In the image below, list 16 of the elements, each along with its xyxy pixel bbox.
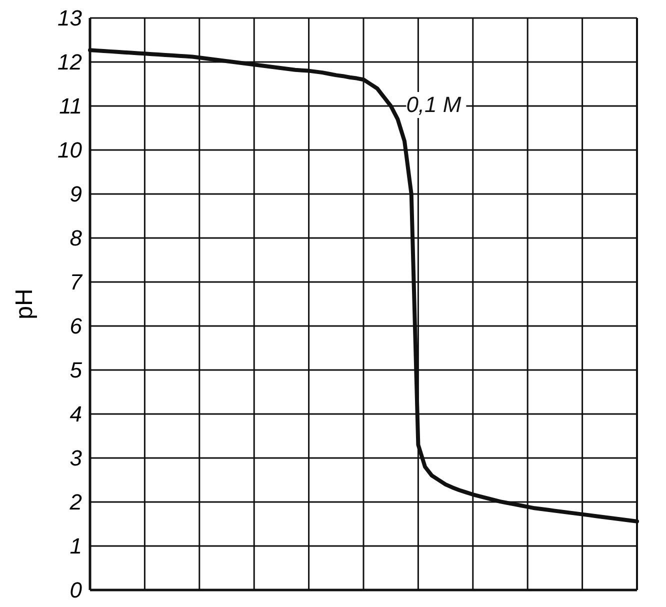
y-tick-label: 13	[58, 6, 83, 31]
y-tick-label: 4	[70, 402, 82, 427]
y-tick-label: 12	[58, 50, 82, 75]
y-tick-label: 5	[70, 358, 83, 383]
y-tick-label: 6	[70, 314, 83, 339]
y-tick-label: 9	[70, 182, 82, 207]
y-tick-label: 7	[70, 270, 83, 295]
y-tick-label: 2	[68, 490, 82, 515]
y-axis-title: pH	[11, 288, 38, 320]
y-tick-label: 8	[70, 226, 83, 251]
y-tick-label: 11	[59, 94, 82, 119]
y-tick-label: 10	[58, 138, 83, 163]
y-tick-label: 0	[70, 578, 83, 603]
y-tick-label: 1	[70, 534, 82, 559]
series-label: 0,1 M	[406, 92, 462, 117]
y-tick-label: 3	[70, 446, 83, 471]
